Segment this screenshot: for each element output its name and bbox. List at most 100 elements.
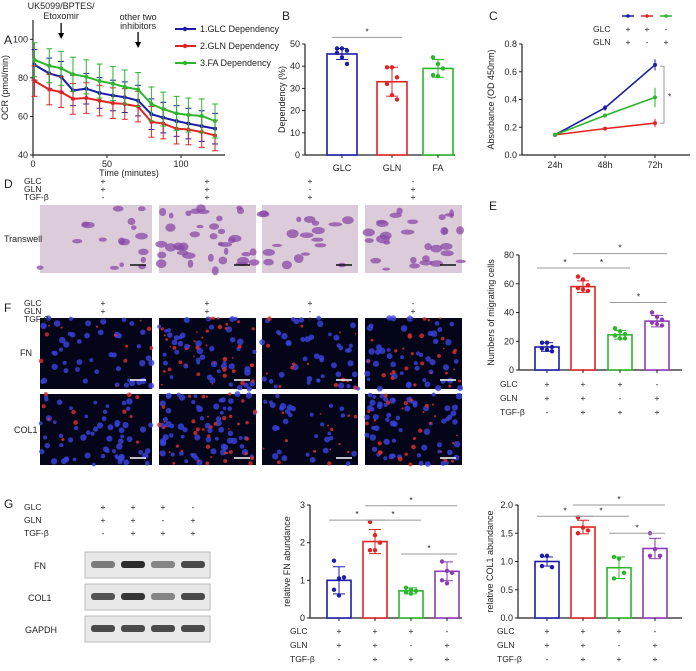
stain xyxy=(210,455,213,458)
condition-sign: + xyxy=(545,640,550,650)
stain xyxy=(211,316,215,320)
nucleus xyxy=(445,339,452,346)
data-point xyxy=(622,336,628,341)
nucleus xyxy=(437,449,442,454)
nucleus xyxy=(67,437,74,443)
nucleus xyxy=(418,460,424,466)
nucleus xyxy=(182,427,188,433)
data-point xyxy=(372,532,378,538)
data-point xyxy=(549,344,555,350)
legend-marker xyxy=(182,43,188,49)
stain xyxy=(346,450,350,454)
stain xyxy=(281,411,285,415)
y-tick-label: 0 xyxy=(509,365,514,375)
data-point xyxy=(97,98,102,103)
condition-sign: + xyxy=(308,298,313,308)
nucleus xyxy=(120,434,125,439)
nucleus xyxy=(369,434,377,441)
stain xyxy=(433,415,437,418)
nucleus xyxy=(351,450,357,457)
legend-label: 2.GLN Dependency xyxy=(200,41,280,51)
nucleus xyxy=(252,349,257,355)
stain xyxy=(327,461,332,466)
nucleus xyxy=(213,403,220,410)
stain xyxy=(419,333,425,339)
nucleus xyxy=(364,414,370,421)
nucleus xyxy=(116,443,123,450)
nucleus xyxy=(41,377,48,384)
migrated-cell xyxy=(112,205,124,212)
legend-sign: - xyxy=(646,37,649,47)
nucleus xyxy=(159,450,166,457)
migrated-cell xyxy=(175,245,186,251)
nucleus xyxy=(159,400,166,407)
panel-label-d: D xyxy=(4,177,13,191)
stain xyxy=(422,411,425,414)
nucleus xyxy=(366,377,371,382)
stain xyxy=(319,412,322,415)
stain xyxy=(313,449,317,453)
data-point xyxy=(439,578,445,583)
data-point xyxy=(336,593,342,598)
nucleus xyxy=(390,361,396,368)
stain xyxy=(169,345,172,348)
nucleus xyxy=(80,434,87,441)
nucleus xyxy=(367,392,373,398)
stain xyxy=(404,452,408,456)
line-chart-C: 0.0 0.2 0.4 0.6 0.8 Absorbance (OD 450nm) 24h 4… xyxy=(486,14,690,170)
data-point xyxy=(649,310,655,315)
stain xyxy=(126,392,132,398)
nucleus xyxy=(62,360,67,365)
data-point xyxy=(539,553,545,559)
data-point xyxy=(47,87,52,92)
nucleus xyxy=(298,317,305,323)
data-point xyxy=(199,113,204,118)
nucleus xyxy=(184,459,189,464)
nucleus xyxy=(58,336,66,344)
data-point xyxy=(331,558,337,563)
migrated-cell xyxy=(314,243,327,248)
data-point xyxy=(617,336,623,341)
stain xyxy=(115,385,118,387)
nucleus xyxy=(139,360,146,367)
migrated-cell xyxy=(440,250,454,257)
nucleus xyxy=(327,431,332,436)
data-point xyxy=(384,81,390,87)
nucleus xyxy=(416,453,422,458)
nucleus xyxy=(261,376,267,382)
migrated-cell xyxy=(182,252,196,259)
nucleus xyxy=(453,454,460,461)
blot-band xyxy=(91,561,115,568)
stain xyxy=(448,384,452,388)
stain xyxy=(327,424,330,427)
nucleus xyxy=(183,316,190,324)
data-point xyxy=(413,588,419,594)
migrated-cell xyxy=(196,204,206,213)
significance-star: * xyxy=(668,92,672,102)
stain xyxy=(443,458,448,463)
migrated-cell xyxy=(140,256,146,263)
nucleus xyxy=(427,330,433,337)
condition-label: TGF-β xyxy=(290,654,315,664)
data-point xyxy=(377,540,383,545)
nucleus xyxy=(245,392,253,399)
stain xyxy=(161,383,163,386)
condition-label: TGF-β xyxy=(24,528,49,538)
stain xyxy=(61,438,65,442)
blot-band xyxy=(91,593,115,600)
nucleus xyxy=(453,441,461,448)
stain xyxy=(185,347,188,351)
nucleus xyxy=(324,436,331,443)
y-tick-label: 30 xyxy=(290,83,300,93)
data-point xyxy=(575,285,581,291)
nucleus xyxy=(114,419,121,426)
nucleus xyxy=(372,394,377,399)
data-point xyxy=(553,132,557,137)
nucleus xyxy=(148,422,154,428)
stain xyxy=(122,409,127,414)
stain xyxy=(162,426,166,430)
stain xyxy=(292,362,296,366)
stain xyxy=(412,436,417,440)
nucleus xyxy=(157,324,162,329)
stain xyxy=(407,334,412,339)
